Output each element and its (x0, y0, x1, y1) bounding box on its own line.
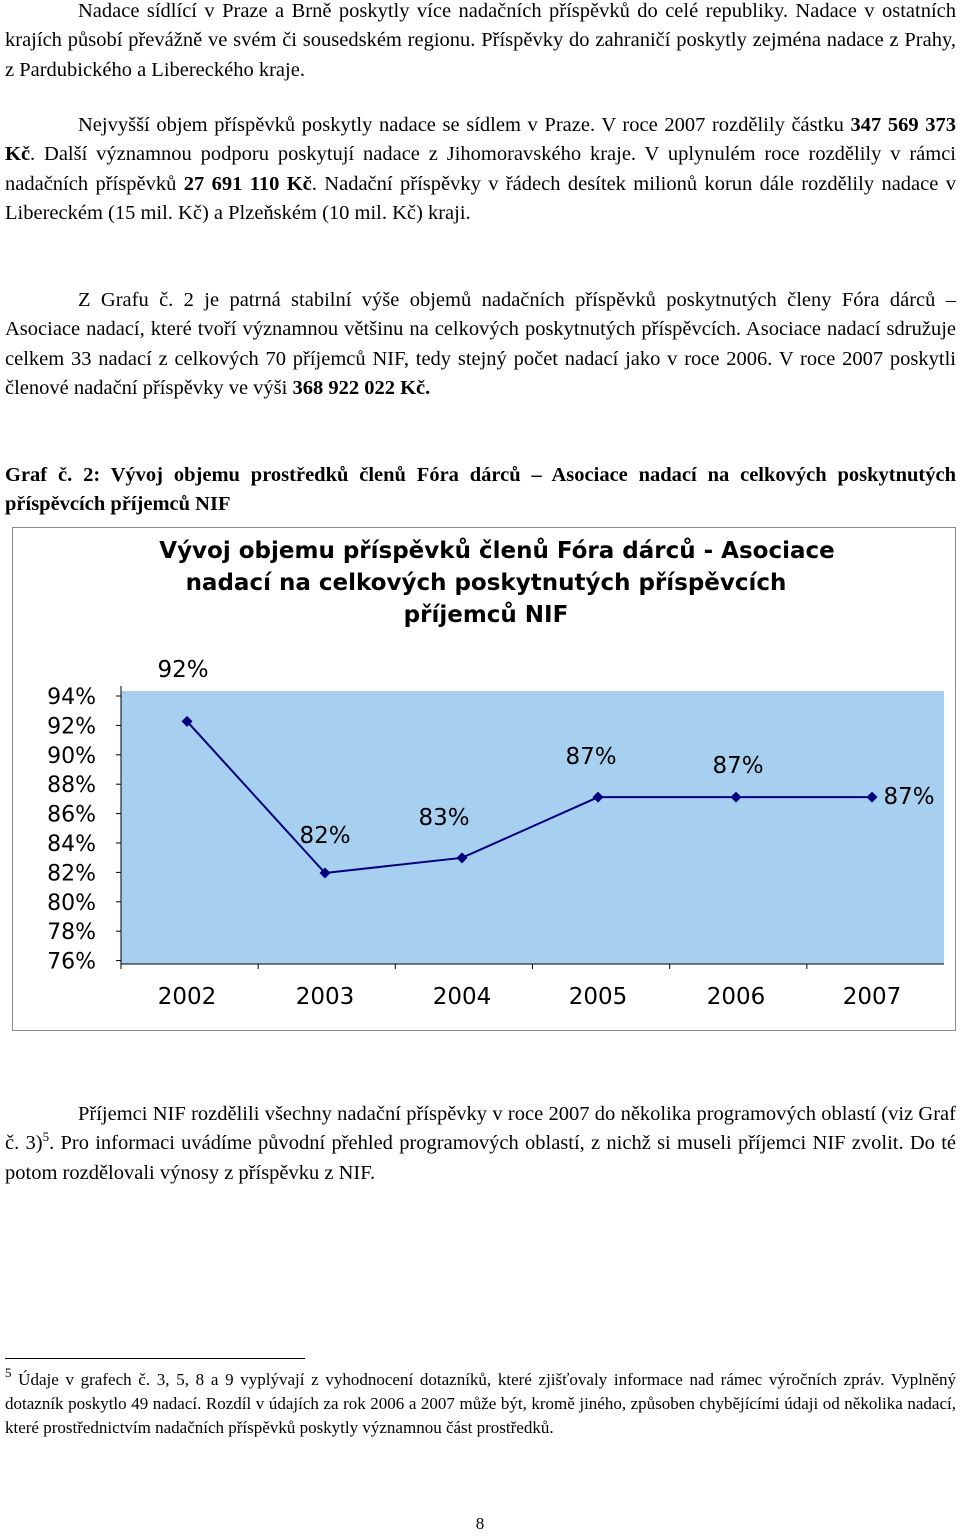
data-point-marker (456, 852, 468, 864)
paragraph-text: Příjemci NIF rozdělili všechny nadační p… (5, 1103, 956, 1155)
data-label: 92% (157, 657, 208, 683)
paragraph-text: . Pro informaci uvádíme původní přehled … (5, 1132, 956, 1184)
data-point-marker (730, 791, 742, 803)
amount-forum: 368 922 022 Kč. (292, 377, 431, 400)
paragraph-text: Nadace sídlící v Praze a Brně poskytly v… (5, 0, 956, 81)
data-point-marker (592, 791, 604, 803)
footnote-mark: 5 (5, 1365, 12, 1381)
page-number: 8 (475, 1514, 485, 1533)
y-tick-label: 94% (47, 685, 96, 710)
paragraph-text: Z Grafu č. 2 je patrná stabilní výše obj… (5, 289, 956, 400)
data-label: 87% (712, 753, 763, 779)
footnote: 5 Údaje v grafech č. 3, 5, 8 a 9 vyplýva… (5, 1365, 956, 1440)
footnote-separator (5, 1358, 305, 1359)
y-tick-label: 86% (47, 803, 96, 828)
y-tick-label: 78% (47, 920, 96, 945)
x-tick-label: 2006 (707, 984, 766, 1010)
plot-area (121, 691, 944, 964)
x-tick-label: 2005 (569, 984, 628, 1010)
y-tick-label: 76% (47, 950, 96, 975)
chart-frame: Vývoj objemu příspěvků členů Fóra dárců … (12, 527, 956, 1031)
amount-prague: 347 569 373 Kč (5, 114, 956, 166)
y-tick-label: 88% (47, 773, 96, 798)
paragraph-regions: Nadace sídlící v Praze a Brně poskytly v… (5, 0, 956, 85)
data-label: 87% (883, 784, 934, 810)
paragraph-text: . Další významnou podporu poskytují nada… (5, 143, 956, 195)
footnote-text: Údaje v grafech č. 3, 5, 8 a 9 vyplývají… (5, 1370, 956, 1437)
chart-title: Vývoj objemu příspěvků členů Fóra dárců … (159, 537, 834, 628)
x-tick-label: 2003 (296, 984, 355, 1010)
y-tick-label: 82% (47, 861, 96, 886)
data-point-marker (866, 791, 878, 803)
chart-title-line: nadací na celkových poskytnutých příspěv… (186, 570, 787, 596)
data-label: 87% (565, 744, 616, 770)
x-tick-label: 2004 (433, 984, 492, 1010)
paragraph-recipients: Příjemci NIF rozdělili všechny nadační p… (5, 1100, 956, 1188)
data-point-marker (319, 867, 331, 879)
series-polyline (186, 720, 872, 875)
paragraph-text: . Nadační příspěvky v řádech desítek mil… (5, 172, 956, 225)
line-chart: Vývoj objemu příspěvků členů Fóra dárců … (47, 537, 944, 1010)
paragraph-forum-darcu: Z Grafu č. 2 je patrná stabilní výše obj… (5, 286, 956, 404)
x-tick-label: 2002 (158, 984, 217, 1010)
y-axis: 94% 92% 90% 88% 86% 84% 82% 80% 78% 76% (47, 685, 122, 975)
x-tick-label: 2007 (843, 984, 902, 1010)
chart-title-line: Vývoj objemu příspěvků členů Fóra dárců … (159, 537, 834, 564)
paragraph-prague-volume: Nejvyšší objem příspěvků poskytly nadace… (5, 111, 956, 229)
footnote-reference: 5 (42, 1128, 50, 1144)
y-tick-label: 84% (47, 832, 96, 857)
paragraph-text: Nejvyšší objem příspěvků poskytly nadace… (78, 114, 851, 136)
chart-title-line: příjemců NIF (404, 601, 569, 628)
y-tick-label: 80% (47, 891, 96, 916)
data-label: 83% (418, 805, 469, 831)
chart-caption: Graf č. 2: Vývoj objemu prostředků členů… (5, 464, 956, 516)
y-tick-label: 90% (47, 744, 96, 769)
data-label: 82% (299, 823, 350, 849)
amount-jihomoravsky: 27 691 110 Kč (183, 172, 312, 195)
series-line: 92% 82% 83% 87% 87% 87% (157, 657, 935, 879)
y-tick-label: 92% (47, 714, 96, 739)
x-axis: 2002 2003 2004 2005 2006 2007 (120, 963, 944, 1010)
data-point-marker (181, 715, 193, 727)
